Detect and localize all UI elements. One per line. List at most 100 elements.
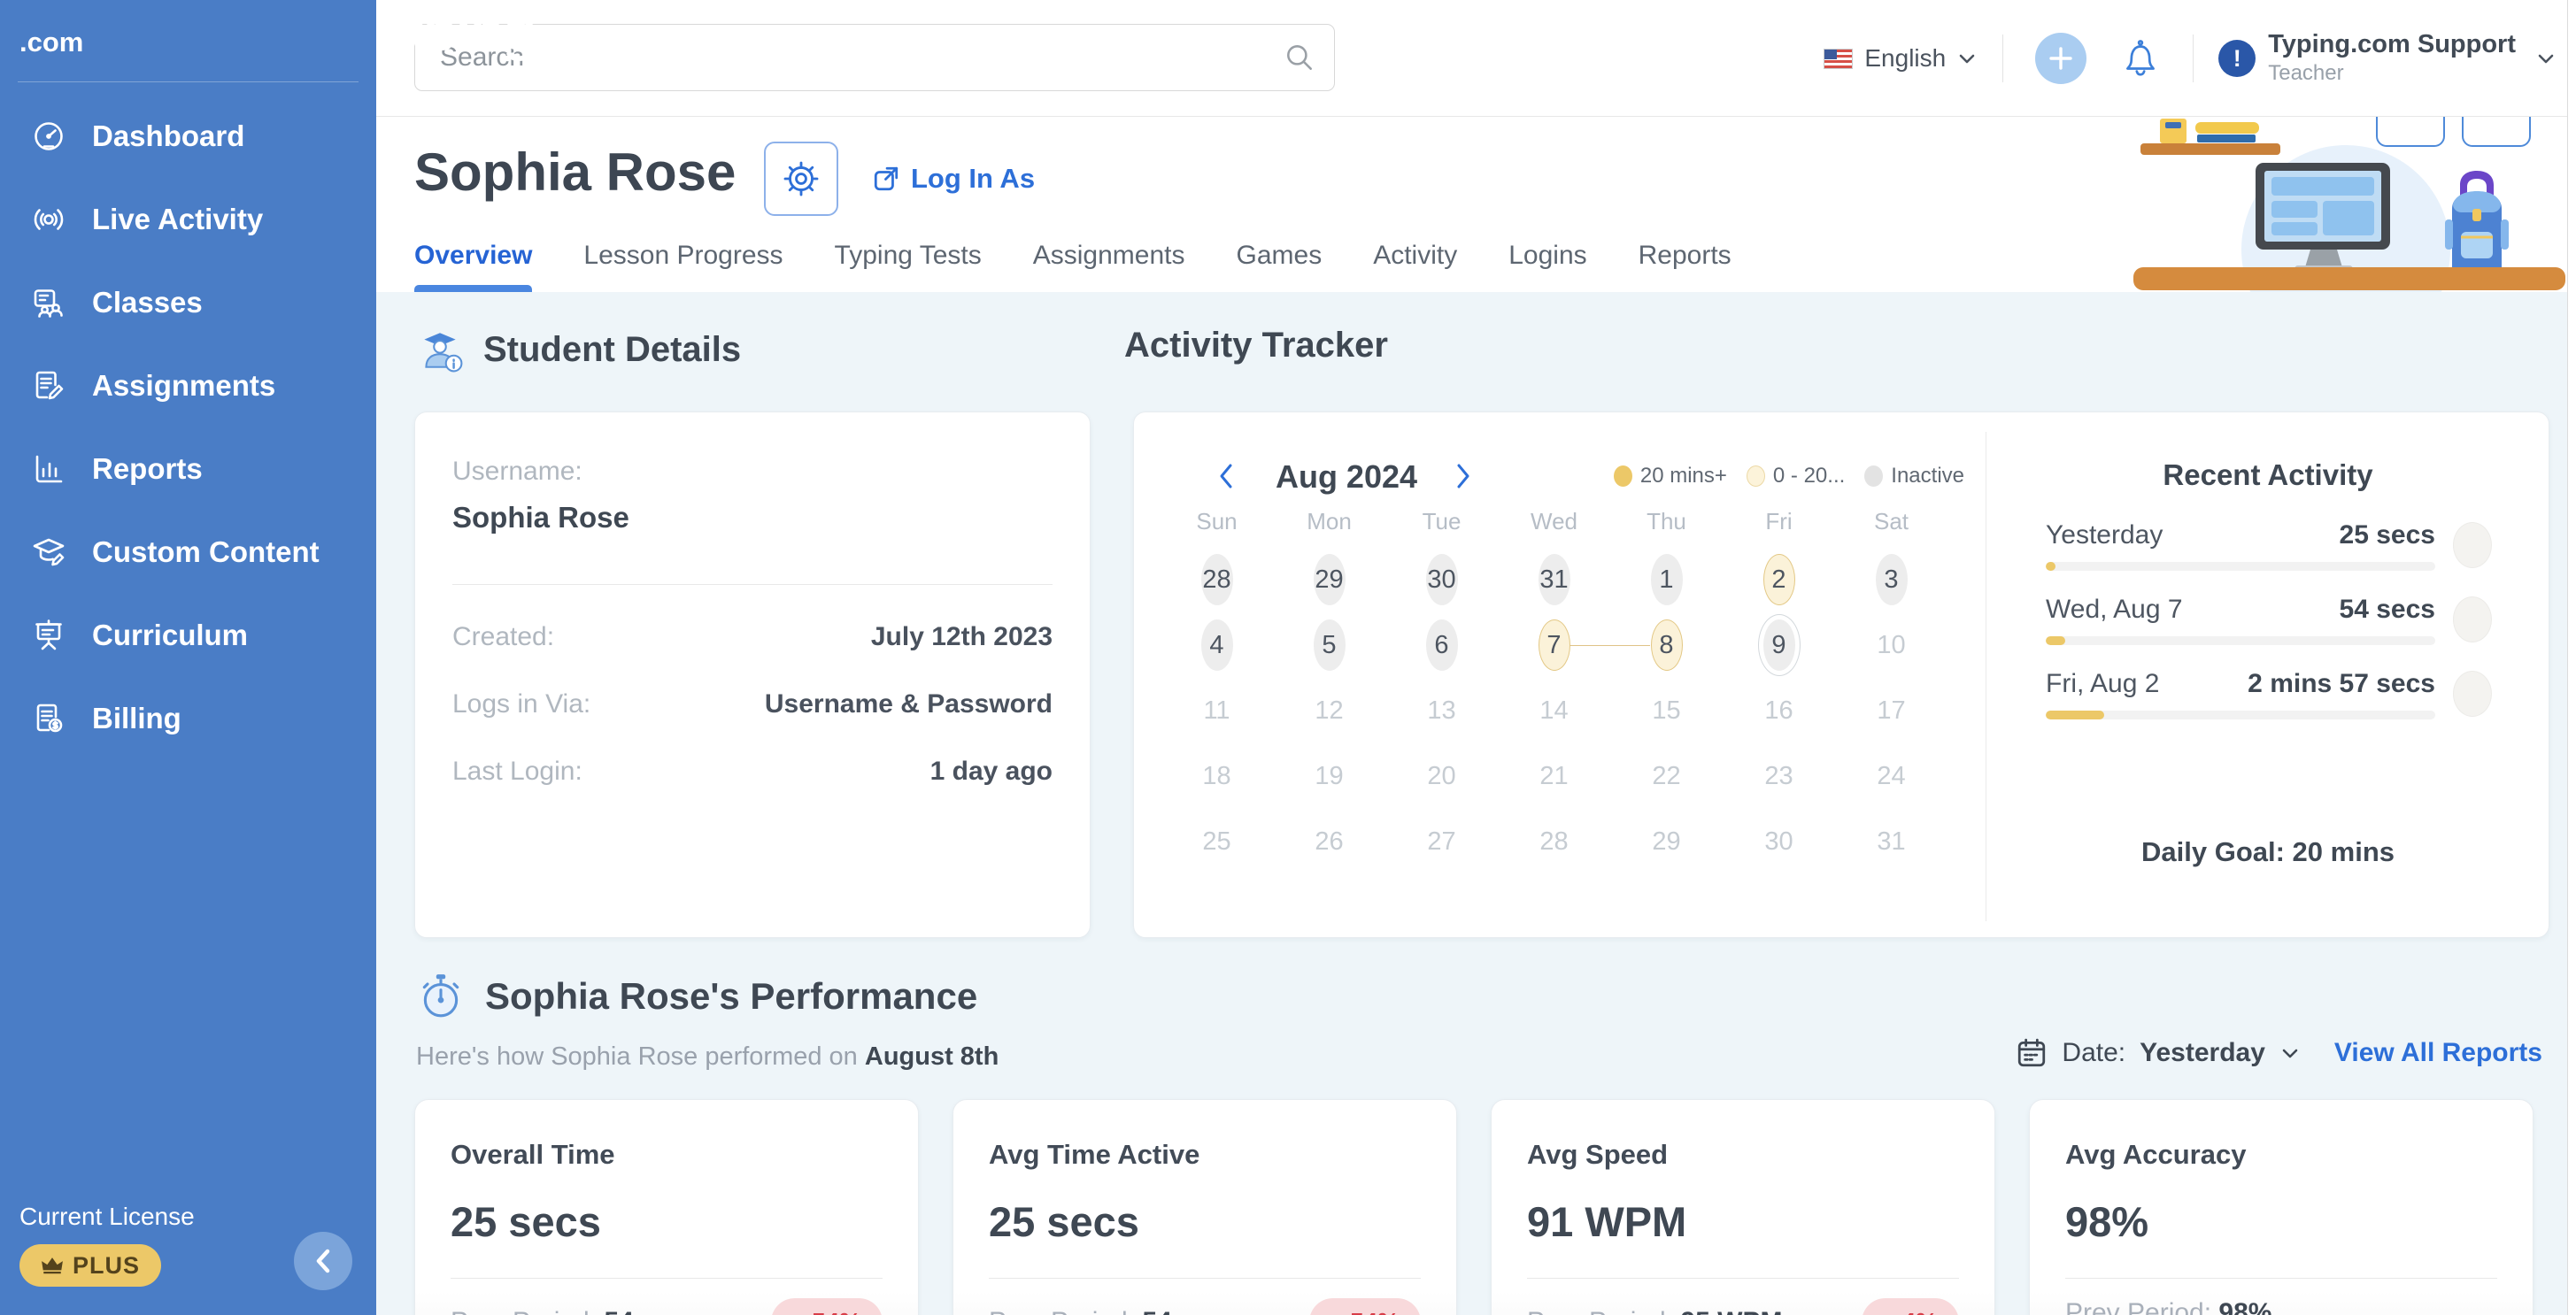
- calendar-prev-month-button[interactable]: [1208, 457, 1244, 496]
- performance-subtitle-text: Here's how Sophia Rose performed on: [416, 1042, 865, 1071]
- daily-goal-label: Daily Goal: 20 mins: [2141, 836, 2395, 867]
- sidebar-divider: [18, 81, 359, 82]
- date-dropdown[interactable]: Yesterday: [2140, 1038, 2265, 1067]
- change-value: 54%: [1350, 1308, 1400, 1315]
- calendar-day-8: 8: [1570, 612, 1723, 678]
- notifications-bell-icon[interactable]: [2118, 35, 2163, 81]
- prev-period-label: Prev Period:: [451, 1307, 604, 1315]
- sidebar-item-classes[interactable]: Classes: [0, 261, 376, 344]
- tab-lesson-progress[interactable]: Lesson Progress: [583, 241, 783, 270]
- sidebar-item-reports[interactable]: Reports: [0, 427, 376, 511]
- log-in-as-label: Log In As: [911, 163, 1036, 194]
- language-selector[interactable]: English: [1864, 44, 1947, 72]
- recent-activity-title: Recent Activity: [2163, 458, 2373, 491]
- sidebar-item-label: Reports: [92, 452, 203, 485]
- day-header: Tue: [1422, 508, 1462, 534]
- tab-typing-tests[interactable]: Typing Tests: [834, 241, 982, 270]
- sidebar-item-dashboard[interactable]: Dashboard: [0, 95, 376, 178]
- detail-row: Last Login: 1 day ago: [452, 757, 1053, 787]
- activity-tracker-heading: Activity Tracker: [1124, 326, 1388, 365]
- account-name: Typing.com Support: [2268, 30, 2516, 59]
- sidebar-item-live-activity[interactable]: Live Activity: [0, 178, 376, 261]
- language-chevron-down-icon[interactable]: [1956, 48, 1978, 69]
- main-area: English ! Typing.com Support Teacher Sop…: [376, 0, 2576, 1315]
- sidebar-item-label: Custom Content: [92, 535, 320, 568]
- sidebar-item-assignments[interactable]: Assignments: [0, 344, 376, 427]
- view-all-reports-link[interactable]: View All Reports: [2333, 1038, 2542, 1067]
- down-arrow-icon: ↓: [792, 1308, 805, 1315]
- partial-button-left[interactable]: [2376, 117, 2445, 147]
- detail-value: Username & Password: [764, 689, 1053, 719]
- performance-card-avg-accuracy: Avg Accuracy 98% Prev Period: 98%: [2029, 1099, 2534, 1315]
- calendar-day-5: 5: [1273, 612, 1385, 678]
- search-input[interactable]: [414, 24, 1335, 91]
- calendar-next-month-button[interactable]: [1446, 457, 1481, 496]
- student-details-heading: Student Details: [416, 326, 741, 373]
- sidebar-item-label: Dashboard: [92, 119, 245, 152]
- calendar-day-12: 12: [1315, 696, 1344, 725]
- sidebar-item-custom-content[interactable]: Custom Content: [0, 511, 376, 594]
- day-pill: 5: [1313, 619, 1346, 671]
- prev-period-label: Prev Period:: [989, 1307, 1142, 1315]
- calendar-day-16: 16: [1764, 696, 1793, 725]
- account-role: Teacher: [2268, 60, 2344, 85]
- card-divider: [451, 1278, 883, 1279]
- performance-card-avg-time-active: Avg Time Active 25 secs Prev Period: 54 se…: [953, 1099, 1457, 1315]
- add-button[interactable]: [2035, 33, 2087, 84]
- calendar-day-26: 26: [1315, 827, 1344, 856]
- day-pill: 1: [1650, 554, 1683, 605]
- recent-activity-list: Yesterday 25 secs Wed, Aug 7 54 secs Fri, Au…: [2046, 520, 2492, 719]
- day-pill: 6: [1425, 619, 1458, 671]
- account-avatar[interactable]: !: [2218, 40, 2256, 77]
- tab-games[interactable]: Games: [1236, 241, 1323, 270]
- calendar-day-31: 31: [1498, 547, 1610, 612]
- student-icon: [416, 326, 464, 373]
- username-value: Sophia Rose: [452, 501, 629, 534]
- sidebar-collapse-button[interactable]: [294, 1232, 352, 1290]
- scrollbar[interactable]: [2567, 0, 2576, 1315]
- student-details-card: Username: Sophia Rose Created: July 12th…: [414, 411, 1091, 938]
- card-title: Avg Speed: [1527, 1139, 1669, 1170]
- calendar-day-15: 15: [1652, 696, 1681, 725]
- progress-fill: [2046, 636, 2065, 645]
- change-badge: ↓ 4%: [1861, 1298, 1959, 1315]
- performance-card-avg-speed: Avg Speed 91 WPM Prev Period: 95 WPM ↓ 4%: [1491, 1099, 1995, 1315]
- legend-dot-icon: [1746, 465, 1765, 487]
- sidebar-item-curriculum[interactable]: Curriculum: [0, 594, 376, 677]
- license-badge[interactable]: PLUS: [19, 1244, 162, 1287]
- legend-dot-icon: [1864, 465, 1884, 487]
- app-logo[interactable]: typing .com: [0, 0, 536, 62]
- progress-fill: [2046, 562, 2055, 571]
- assignments-icon: [28, 365, 69, 406]
- day-pill: 31: [1538, 554, 1570, 605]
- search-box: [414, 24, 1335, 91]
- calendar-day-28: 28: [1539, 827, 1569, 856]
- sidebar-nav: Dashboard Live Activity Classes Assignments…: [0, 95, 376, 760]
- performance-subtitle-date: August 8th: [864, 1042, 999, 1071]
- calendar-day-18: 18: [1202, 761, 1231, 790]
- log-in-as-link[interactable]: Log In As: [872, 163, 1035, 195]
- change-badge: ↓ 54%: [1308, 1298, 1421, 1315]
- dashboard-icon: [28, 116, 69, 157]
- stopwatch-icon: [416, 972, 466, 1021]
- student-settings-button[interactable]: [764, 142, 838, 216]
- us-flag-icon[interactable]: [1824, 48, 1854, 69]
- entry-duration: 2 mins 57 secs: [2248, 669, 2435, 698]
- day-pill: 9: [1762, 619, 1795, 671]
- tab-assignments[interactable]: Assignments: [1032, 241, 1185, 270]
- partial-button-right[interactable]: [2462, 117, 2531, 147]
- sidebar-item-billing[interactable]: Billing: [0, 677, 376, 760]
- account-menu[interactable]: Typing.com Support Teacher: [2268, 30, 2516, 86]
- tab-reports[interactable]: Reports: [1638, 241, 1731, 270]
- account-chevron-down-icon[interactable]: [2535, 48, 2557, 69]
- calendar-day-13: 13: [1427, 696, 1456, 725]
- tab-logins[interactable]: Logins: [1508, 241, 1587, 270]
- card-title: Avg Time Active: [989, 1139, 1200, 1170]
- date-chevron-down-icon[interactable]: [2279, 1042, 2301, 1064]
- tab-activity[interactable]: Activity: [1373, 241, 1458, 270]
- detail-value: 1 day ago: [929, 757, 1053, 786]
- prev-period-row: Prev Period: 54 secs ↓ 54%: [989, 1298, 1421, 1315]
- progress-bar: [2046, 562, 2435, 571]
- tab-overview[interactable]: Overview: [414, 241, 533, 292]
- prev-period-label: Prev Period:: [1527, 1307, 1680, 1315]
